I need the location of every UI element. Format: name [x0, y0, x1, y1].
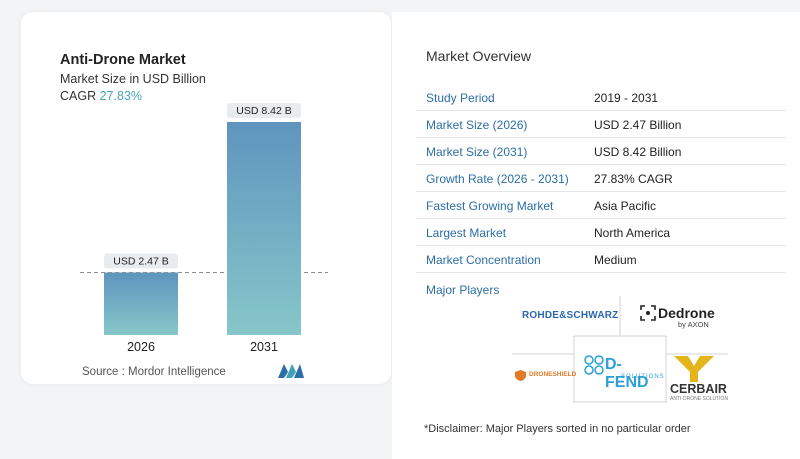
cerbair-sub: ANTI-DRONE SOLUTION	[670, 396, 729, 402]
dedrone-sub: by AXON	[678, 320, 709, 329]
mordor-intelligence-logo-icon	[278, 364, 304, 378]
dfend-sub: SOLUTIONS	[621, 374, 665, 380]
overview-title: Market Overview	[426, 48, 532, 64]
row-value: USD 2.47 Billion	[594, 118, 682, 132]
x-tick-label: 2026	[127, 340, 155, 354]
x-tick-label: 2031	[250, 340, 278, 354]
source-text: Source : Mordor Intelligence	[82, 366, 226, 378]
row-value: 2019 - 2031	[594, 91, 659, 105]
row-key: Market Concentration	[426, 253, 541, 267]
dfend-mark-icon	[584, 355, 604, 375]
dedrone-mark-icon	[640, 305, 656, 321]
row-value: Asia Pacific	[594, 199, 657, 213]
table-row: Growth Rate (2026 - 2031) 27.83% CAGR	[416, 165, 786, 192]
cagr-label: CAGR	[60, 89, 97, 103]
data-label-box	[104, 253, 178, 269]
table-row: Largest Market North America	[416, 219, 786, 246]
row-key: Market Size (2026)	[426, 118, 528, 132]
table-row: Market Concentration Medium	[416, 246, 786, 273]
droneshield-name: DRONESHIELD	[529, 371, 577, 378]
table-row: Fastest Growing Market Asia Pacific	[416, 192, 786, 219]
data-label: USD 2.47 B	[113, 256, 168, 268]
disclaimer-text: *Disclaimer: Major Players sorted in no …	[424, 423, 691, 435]
data-label: USD 8.42 B	[236, 105, 291, 117]
row-key: Growth Rate (2026 - 2031)	[426, 172, 569, 186]
overview-table: Study Period 2019 - 2031 Market Size (202…	[416, 84, 786, 273]
row-key: Market Size (2031)	[426, 145, 528, 159]
dedrone-name: Dedrone	[658, 305, 715, 321]
table-row: Market Size (2031) USD 8.42 Billion	[416, 138, 786, 165]
table-row: Market Size (2026) USD 2.47 Billion	[416, 111, 786, 138]
cagr-line: CAGR 27.83%	[60, 89, 142, 103]
data-label-box	[227, 103, 301, 118]
row-key: Study Period	[426, 91, 495, 105]
chart-subtitle: Market Size in USD Billion	[60, 72, 206, 86]
chart-title: Anti-Drone Market	[60, 52, 186, 68]
row-key: Largest Market	[426, 226, 507, 240]
cerbair-mark-icon	[674, 356, 714, 382]
row-value: USD 8.42 Billion	[594, 145, 682, 159]
cagr-value: 27.83%	[99, 89, 143, 103]
row-value: Medium	[594, 253, 637, 267]
droneshield-mark-icon	[515, 370, 526, 381]
row-value: 27.83% CAGR	[594, 172, 673, 186]
row-key: Fastest Growing Market	[426, 199, 554, 213]
cerbair-name: CERBAIR	[670, 382, 727, 396]
chart-card	[21, 12, 391, 384]
table-row: Study Period 2019 - 2031	[416, 84, 786, 111]
rohde-schwarz-logo: ROHDE&SCHWARZ	[522, 310, 619, 321]
dfend-name: D-FEND	[605, 356, 649, 391]
chart-bar	[104, 272, 178, 335]
chart-bar	[227, 122, 301, 335]
row-value: North America	[594, 226, 671, 240]
major-players-title: Major Players	[426, 283, 500, 297]
bar-chart: USD 2.47 B 2026 USD 8.42 B 2031	[80, 103, 328, 354]
